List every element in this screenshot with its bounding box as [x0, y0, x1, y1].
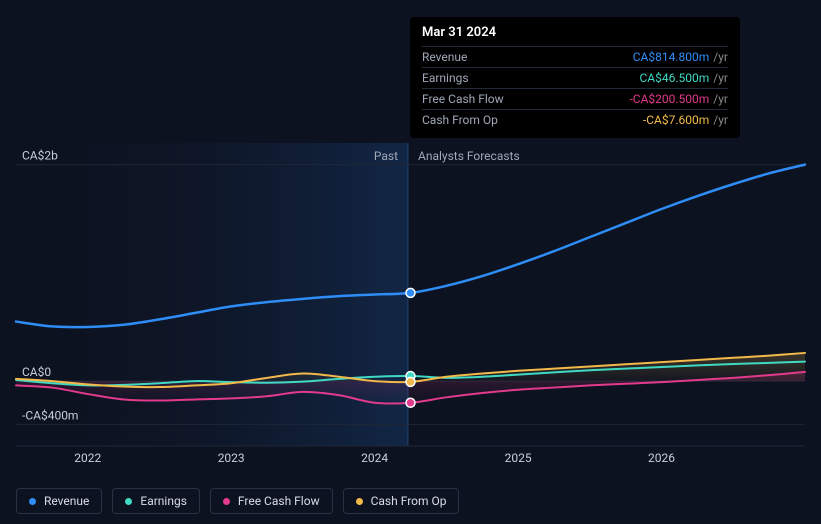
highlight-marker-revenue — [406, 288, 415, 297]
x-axis-label: 2026 — [648, 451, 675, 465]
tooltip-row: Revenue CA$814.800m/yr — [422, 46, 728, 67]
tooltip-row-unit: /yr — [713, 71, 728, 85]
tooltip-row: Earnings CA$46.500m/yr — [422, 67, 728, 88]
chart-container: CA$2b CA$0 -CA$400m 2022 2023 2024 2025 2026 Pas… — [0, 0, 821, 524]
tooltip-row-label: Earnings — [422, 71, 469, 85]
tooltip-row-label: Revenue — [422, 50, 467, 64]
forecast-label: Analysts Forecasts — [418, 149, 520, 163]
legend-dot-icon — [356, 498, 363, 505]
legend-item-label: Cash From Op — [371, 494, 447, 508]
legend-item-revenue[interactable]: Revenue — [16, 488, 102, 514]
x-axis-label: 2024 — [361, 451, 388, 465]
tooltip-date: Mar 31 2024 — [422, 25, 728, 40]
legend: Revenue Earnings Free Cash Flow Cash From O… — [16, 488, 459, 514]
tooltip-row-unit: /yr — [713, 50, 728, 64]
legend-item-earnings[interactable]: Earnings — [112, 488, 200, 514]
legend-item-label: Revenue — [44, 494, 89, 508]
tooltip-row-valuewrap: -CA$7.600m/yr — [643, 113, 728, 127]
chart-tooltip: Mar 31 2024 RevenueCA$814.800m/yrEarning… — [410, 17, 740, 138]
y-axis-label: CA$2b — [22, 149, 58, 163]
legend-dot-icon — [223, 498, 230, 505]
tooltip-row-label: Free Cash Flow — [422, 92, 504, 106]
highlight-marker-cfo — [406, 377, 415, 386]
legend-item-cfo[interactable]: Cash From Op — [343, 488, 460, 514]
tooltip-row-unit: /yr — [713, 92, 728, 106]
legend-item-label: Earnings — [140, 494, 187, 508]
tooltip-row-value: CA$46.500m — [640, 71, 710, 85]
legend-item-label: Free Cash Flow — [238, 494, 320, 508]
tooltip-row-valuewrap: CA$46.500m/yr — [640, 71, 729, 85]
tooltip-row-value: -CA$7.600m — [643, 113, 709, 127]
y-axis-label: -CA$400m — [22, 408, 78, 422]
tooltip-row-valuewrap: CA$814.800m/yr — [633, 50, 728, 64]
x-axis-label: 2022 — [74, 451, 101, 465]
past-label: Past — [374, 149, 398, 163]
tooltip-row: Free Cash Flow -CA$200.500m/yr — [422, 88, 728, 109]
tooltip-row-unit: /yr — [713, 113, 728, 127]
tooltip-row-value: CA$814.800m — [633, 50, 710, 64]
tooltip-row-value: -CA$200.500m — [629, 92, 709, 106]
legend-item-fcf[interactable]: Free Cash Flow — [210, 488, 333, 514]
legend-dot-icon — [125, 498, 132, 505]
legend-dot-icon — [29, 498, 36, 505]
tooltip-row-label: Cash From Op — [422, 113, 498, 127]
tooltip-row-valuewrap: -CA$200.500m/yr — [629, 92, 728, 106]
tooltip-row: Cash From Op -CA$7.600m/yr — [422, 109, 728, 130]
x-axis-label: 2025 — [505, 451, 532, 465]
y-axis-label: CA$0 — [22, 365, 51, 379]
highlight-marker-fcf — [406, 398, 415, 407]
x-axis-label: 2023 — [218, 451, 245, 465]
